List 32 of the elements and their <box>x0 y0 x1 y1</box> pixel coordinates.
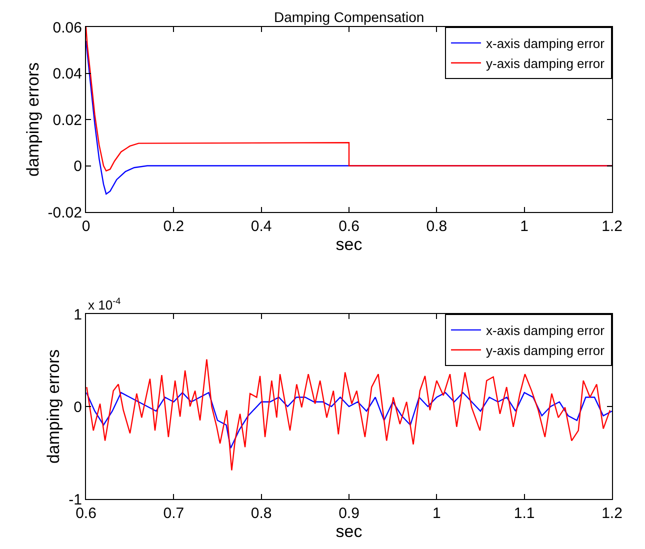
x-axis-title: sec <box>336 235 363 254</box>
x-tick-label: 1 <box>520 218 528 235</box>
x-tick-label: 0.6 <box>338 218 360 235</box>
y-tick-label: 0.04 <box>52 66 82 82</box>
x-tick-label: 0.2 <box>163 218 184 235</box>
x-tick-label: 0.4 <box>250 218 272 235</box>
x-tick-label: 0.8 <box>250 505 272 522</box>
x-tick-label: 0.7 <box>163 505 184 522</box>
y-axis-title: damping errors <box>44 349 64 464</box>
y-tick-label: 0 <box>74 398 82 416</box>
y-tick-label: -0.02 <box>48 204 82 222</box>
x-tick-label: 0.9 <box>338 505 360 522</box>
text: x 10$^{-4}$ <box>88 296 121 312</box>
legend-label: x-axis damping error <box>486 36 606 52</box>
x-tick-label: 0.8 <box>426 218 448 235</box>
y-tick-label: 1 <box>74 306 82 324</box>
line-series <box>86 392 612 449</box>
x-tick-label: 1.2 <box>602 505 622 522</box>
x-axis-title: sec <box>336 522 363 541</box>
x-tick-label: 1.2 <box>602 218 622 235</box>
line-series <box>86 358 611 471</box>
y-tick-label: 0.02 <box>52 112 82 129</box>
line-series <box>86 27 612 172</box>
x-tick-label: 1 <box>432 505 441 522</box>
x-tick-label: 1.1 <box>514 505 535 522</box>
legend-label: y-axis damping error <box>486 56 606 71</box>
legend-label: x-axis damping error <box>486 323 606 338</box>
y-tick-label: 0 <box>74 158 82 175</box>
y-axis-title: damping errors <box>23 62 42 177</box>
legend-label: y-axis damping error <box>486 342 606 358</box>
y-tick-label: 0.06 <box>52 19 82 36</box>
chart-title: Damping Compensation <box>274 9 424 25</box>
